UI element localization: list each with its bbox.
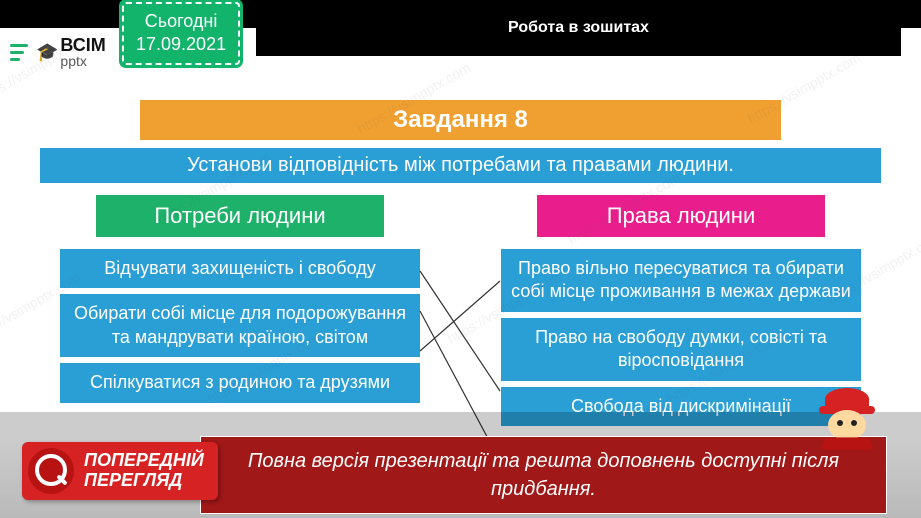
left-header: Потреби людини	[96, 195, 384, 237]
logo: 🎓 ВСІМ pptx	[0, 28, 132, 68]
graduation-cap-icon: 🎓	[36, 42, 58, 63]
left-column: Потреби людини Відчувати захищеність і с…	[60, 195, 420, 426]
preview-badge[interactable]: ПОПЕРЕДНІЙ ПЕРЕГЛЯД	[22, 442, 218, 500]
magnifier-icon	[28, 448, 74, 494]
task-title: Завдання 8	[140, 100, 781, 140]
instruction: Установи відповідність між потребами та …	[40, 148, 881, 183]
right-item-0[interactable]: Право вільно пересуватися та обирати соб…	[501, 249, 861, 312]
header-title: Робота в зошитах	[256, 0, 901, 56]
right-header: Права людини	[537, 195, 825, 237]
columns: Потреби людини Відчувати захищеність і с…	[0, 195, 921, 426]
left-item-0[interactable]: Відчувати захищеність і свободу	[60, 249, 420, 288]
mascot-icon	[817, 388, 877, 448]
right-column: Права людини Право вільно пересуватися т…	[501, 195, 861, 426]
date-badge: Сьогодні 17.09.2021	[122, 2, 240, 65]
right-item-1[interactable]: Право на свободу думки, совісті та вірос…	[501, 318, 861, 381]
preview-line1: ПОПЕРЕДНІЙ	[84, 451, 204, 471]
date-value: 17.09.2021	[136, 33, 226, 56]
header-row: 🎓 ВСІМ pptx Сьогодні 17.09.2021 Робота в…	[0, 28, 921, 90]
left-item-1[interactable]: Обирати собі місце для подорожування та …	[60, 294, 420, 357]
logo-text-1: ВСІМ	[60, 36, 105, 54]
date-label: Сьогодні	[136, 10, 226, 33]
preview-line2: ПЕРЕГЛЯД	[84, 471, 204, 491]
logo-text-2: pptx	[60, 54, 105, 68]
logo-lines-icon	[10, 41, 32, 63]
purchase-banner: Повна версія презентації та решта доповн…	[200, 436, 887, 514]
left-item-2[interactable]: Спілкуватися з родиною та друзями	[60, 363, 420, 402]
